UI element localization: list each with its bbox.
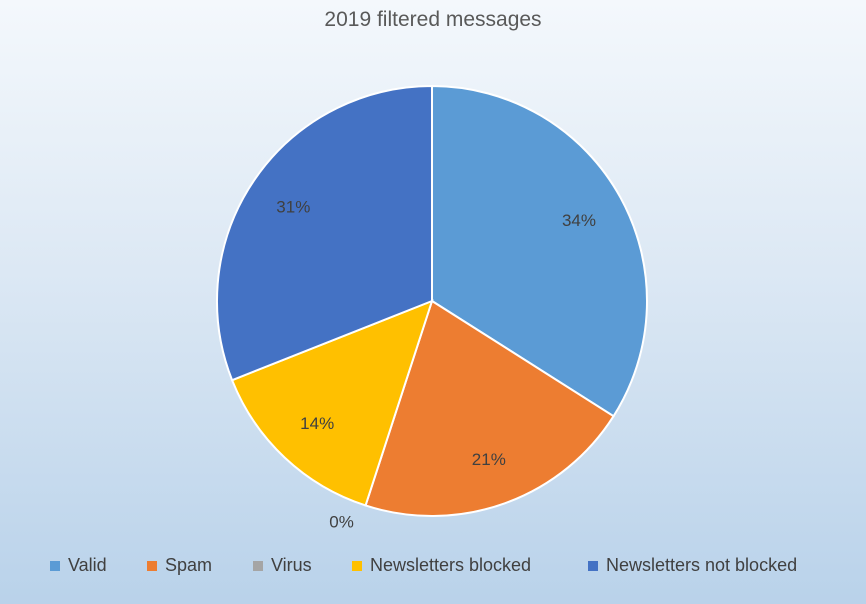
legend-swatch (588, 560, 598, 571)
pie-slice-spam (364, 299, 615, 517)
chart-title: 2019 filtered messages (324, 8, 542, 31)
legend-item-spam: Spam (147, 555, 212, 576)
legend-swatch (147, 560, 157, 571)
legend-swatch (352, 560, 362, 571)
data-label-valid: 34% (562, 211, 596, 230)
chart-legend: Valid Spam Virus Newsletters blocked Newslet… (0, 555, 866, 579)
data-label-newsletters-blocked: 14% (300, 414, 334, 433)
legend-label: Newsletters not blocked (606, 555, 798, 575)
legend-item-newsletters-blocked: Newsletters blocked (352, 555, 531, 576)
legend-label: Valid (68, 555, 107, 575)
legend-item-newsletters-not-blocked: Newsletters not blocked (588, 555, 797, 576)
pie-slice-newsletters-blocked (230, 299, 434, 507)
legend-swatch (50, 560, 60, 571)
legend-label: Spam (165, 555, 213, 575)
legend-item-virus: Virus (253, 555, 312, 576)
pie-slice-newsletters-not-blocked (216, 84, 433, 382)
legend-label: Virus (271, 555, 312, 575)
data-label-spam: 21% (472, 450, 506, 469)
legend-swatch (253, 560, 263, 571)
data-label-newsletters-not-blocked: 31% (276, 198, 310, 217)
pie-slice-valid (431, 84, 648, 418)
data-label-virus: 0% (329, 513, 354, 532)
legend-item-valid: Valid (50, 555, 107, 576)
legend-label: Newsletters blocked (370, 555, 532, 575)
